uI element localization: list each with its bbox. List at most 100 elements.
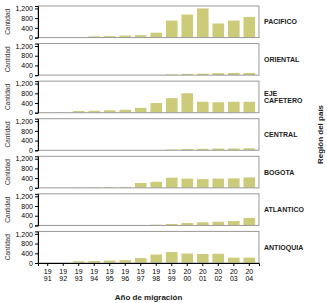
panel: 04008001,200CantidadPACIFICO bbox=[4, 5, 297, 41]
bars bbox=[42, 8, 255, 37]
text-line: 00 bbox=[183, 275, 191, 282]
y-tick-label: 400 bbox=[21, 25, 33, 32]
y-tick-mark bbox=[35, 141, 38, 142]
y-tick-label: 400 bbox=[21, 137, 33, 144]
bar bbox=[243, 177, 255, 187]
text-line: 02 bbox=[214, 275, 222, 282]
y-tick: 1,200 bbox=[15, 231, 38, 238]
x-tick-label: 1992 bbox=[59, 268, 67, 282]
text-line: 20 bbox=[230, 268, 238, 275]
side-label: Región del país bbox=[316, 104, 325, 164]
y-tick-mark bbox=[35, 178, 38, 179]
y-tick-mark bbox=[35, 131, 38, 132]
y-axis-title: Cantidad bbox=[4, 159, 11, 185]
x-tick: 1999 bbox=[168, 263, 176, 282]
bar bbox=[181, 254, 193, 263]
y-tick-mark bbox=[35, 103, 38, 104]
panel: 04008001,200CantidadORIENTAL bbox=[4, 43, 300, 79]
y-tick-label: 400 bbox=[21, 250, 33, 257]
chart: 04008001,200CantidadPACIFICORegión del p… bbox=[0, 0, 327, 303]
y-tick-mark bbox=[35, 113, 38, 114]
bar bbox=[197, 102, 209, 113]
text-line: 20 bbox=[199, 268, 207, 275]
y-tick-label: 400 bbox=[21, 175, 33, 182]
x-tick-mark bbox=[156, 263, 157, 266]
bar bbox=[150, 103, 162, 113]
text-line: 04 bbox=[245, 275, 253, 282]
bars bbox=[42, 93, 255, 112]
y-tick-mark bbox=[35, 8, 38, 9]
x-axis-line bbox=[39, 264, 260, 267]
bar bbox=[197, 254, 209, 263]
bar bbox=[166, 98, 178, 113]
plot-frame bbox=[38, 194, 259, 226]
y-tick: 0 bbox=[29, 185, 38, 192]
y-tick-mark bbox=[35, 234, 38, 235]
text-line: 99 bbox=[168, 275, 176, 282]
y-tick-label: 1,200 bbox=[15, 80, 33, 87]
y-tick-label: 0 bbox=[29, 222, 33, 229]
y-tick: 0 bbox=[29, 147, 38, 154]
y-axis-title: Cantidad bbox=[4, 84, 11, 110]
x-tick: 2000 bbox=[183, 263, 191, 282]
y-tick: 800 bbox=[21, 15, 38, 22]
x-tick-mark bbox=[78, 263, 79, 266]
bar bbox=[212, 23, 224, 37]
y-tick: 800 bbox=[21, 128, 38, 135]
panel-title: PACIFICO bbox=[264, 18, 297, 25]
y-tick-label: 400 bbox=[21, 100, 33, 107]
y-axis-line bbox=[35, 232, 39, 264]
x-tick-mark bbox=[109, 263, 110, 266]
text-line: 19 bbox=[152, 268, 160, 275]
bar bbox=[135, 258, 147, 263]
text-line: 92 bbox=[59, 275, 67, 282]
y-tick-label: 1,200 bbox=[15, 5, 33, 12]
panel: 04008001,2001991199219931994199519961997… bbox=[4, 231, 303, 282]
text-line: 98 bbox=[152, 275, 160, 282]
y-axis-line bbox=[35, 119, 39, 151]
text-line: 93 bbox=[75, 275, 83, 282]
panel: 04008001,200CantidadCENTRAL bbox=[4, 118, 298, 154]
y-tick: 400 bbox=[21, 212, 38, 219]
y-axis-line bbox=[35, 44, 39, 76]
y-tick-label: 800 bbox=[21, 15, 33, 22]
x-tick: 1992 bbox=[59, 263, 67, 282]
panel: 04008001,200CantidadEJECAFETERO bbox=[4, 80, 303, 116]
x-tick-label: 1993 bbox=[75, 268, 83, 282]
text-line: 20 bbox=[183, 268, 191, 275]
text-line: 91 bbox=[44, 275, 52, 282]
y-tick-label: 0 bbox=[29, 34, 33, 41]
panel-title: ATLANTICO bbox=[264, 206, 304, 213]
x-tick-label: 1999 bbox=[168, 268, 176, 282]
y-tick: 400 bbox=[21, 175, 38, 182]
y-tick-mark bbox=[35, 65, 38, 66]
bar bbox=[212, 179, 224, 188]
y-tick: 0 bbox=[29, 222, 38, 229]
text-line: 19 bbox=[168, 268, 176, 275]
y-tick-label: 400 bbox=[21, 212, 33, 219]
x-tick-label: 2004 bbox=[245, 268, 253, 282]
y-tick-mark bbox=[35, 28, 38, 29]
bar bbox=[135, 108, 147, 113]
y-tick-mark bbox=[35, 253, 38, 254]
y-tick-mark bbox=[35, 216, 38, 217]
bar bbox=[166, 21, 178, 38]
x-tick-mark bbox=[218, 263, 219, 266]
x-tick-mark bbox=[202, 263, 203, 266]
y-tick-mark bbox=[35, 75, 38, 76]
text-line: 19 bbox=[44, 268, 52, 275]
bar bbox=[212, 102, 224, 112]
y-tick: 400 bbox=[21, 25, 38, 32]
y-axis: 04008001,200 bbox=[15, 43, 38, 79]
y-tick-mark bbox=[35, 159, 38, 160]
bar bbox=[243, 218, 255, 226]
panel: 04008001,200CantidadBOGOTA bbox=[4, 155, 294, 191]
x-tick: 2004 bbox=[245, 263, 253, 282]
y-tick-mark bbox=[35, 150, 38, 151]
y-axis-line bbox=[35, 7, 39, 39]
x-tick: 1998 bbox=[152, 263, 160, 282]
bars bbox=[42, 177, 255, 187]
y-tick-label: 0 bbox=[29, 260, 33, 267]
panel-title: ANTIOQUIA bbox=[264, 244, 303, 252]
y-tick: 1,200 bbox=[15, 193, 38, 200]
